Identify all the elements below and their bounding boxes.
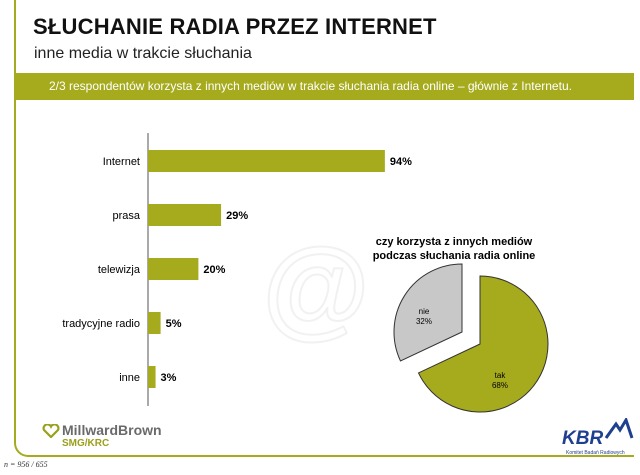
bar-value-label: 5% — [166, 318, 182, 330]
pie-title-line-2: podczas słuchania radia online — [373, 250, 536, 262]
bar-value-label: 29% — [226, 210, 248, 222]
logo-sub: SMG/KRC — [62, 438, 110, 449]
pie-slice-label: tak — [495, 371, 507, 380]
heart-logo-icon — [42, 424, 60, 438]
bar-inne — [148, 366, 156, 388]
bar-chart: Internet 94% prasa 29% telewizja 20% tradycyjn… — [62, 150, 412, 388]
bar-value-label: 3% — [161, 372, 177, 384]
pie-slice-nie — [393, 263, 463, 362]
bar-category-label: inne — [119, 372, 140, 384]
at-watermark-icon: @ — [261, 225, 370, 350]
bar-value-label: 94% — [390, 156, 412, 168]
page-subtitle: inne media w trakcie słuchania — [34, 45, 252, 62]
bar-category-label: tradycyjne radio — [62, 318, 140, 330]
bar-category-label: prasa — [112, 210, 140, 222]
summary-banner: 2/3 respondentów korzysta z innych medió… — [15, 73, 634, 100]
pie-title-line-1: czy korzysta z innych mediów — [376, 236, 533, 248]
bar-tradycyjne-radio — [148, 312, 161, 334]
bar-Internet — [148, 150, 385, 172]
bar-value-label: 20% — [203, 264, 225, 276]
kbr-wave-icon — [604, 418, 634, 439]
bar-telewizja — [148, 258, 199, 280]
pie-slice-value: 32% — [416, 317, 432, 326]
logo-name: MillwardBrown — [62, 422, 162, 438]
pie-slice-label: nie — [419, 307, 430, 316]
kbr-sub: Komitet Badań Radiowych — [566, 450, 625, 456]
page-title: SŁUCHANIE RADIA PRZEZ INTERNET — [33, 14, 437, 39]
kbr-logo: KBR Komitet Badań Radiowych — [562, 418, 636, 458]
pie-slice-tak — [417, 275, 549, 413]
bar-category-label: Internet — [103, 156, 140, 168]
kbr-text: KBR — [562, 428, 604, 449]
svg-text:@: @ — [262, 226, 369, 349]
bar-category-label: telewizja — [98, 264, 141, 276]
pie-slice-value: 68% — [492, 381, 508, 390]
sample-size-note: n = 956 / 655 — [4, 460, 48, 469]
slide-frame — [14, 0, 634, 457]
bar-prasa — [148, 204, 222, 226]
